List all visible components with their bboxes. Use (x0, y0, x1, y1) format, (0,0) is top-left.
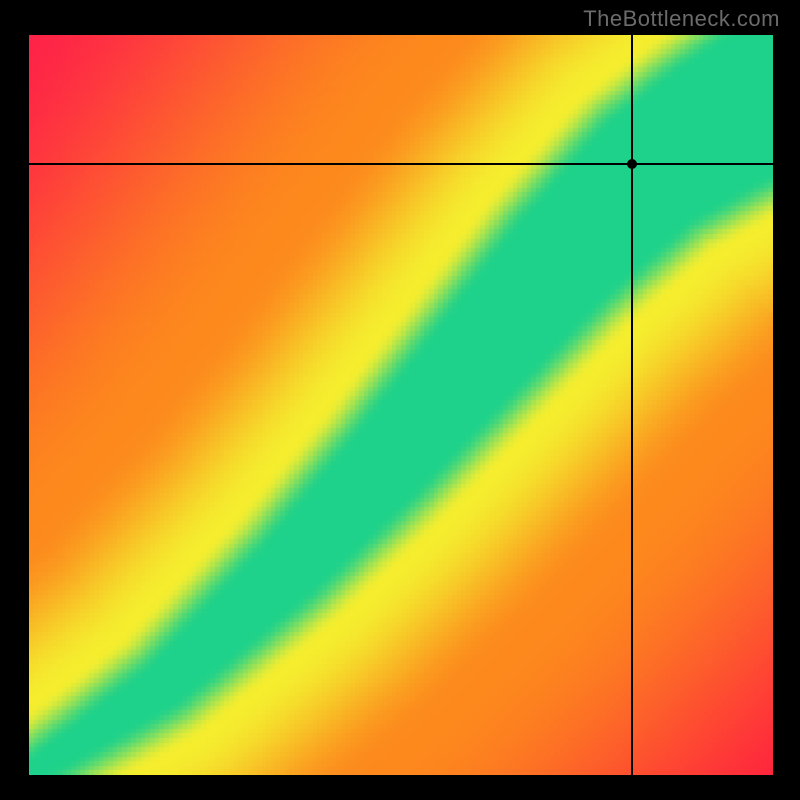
crosshair-horizontal (29, 163, 773, 165)
crosshair-vertical (631, 35, 633, 775)
chart-frame: TheBottleneck.com (0, 0, 800, 800)
heatmap-canvas (29, 35, 773, 775)
crosshair-marker-dot (627, 159, 637, 169)
heatmap-plot-area (29, 35, 773, 775)
watermark-text: TheBottleneck.com (583, 6, 780, 32)
